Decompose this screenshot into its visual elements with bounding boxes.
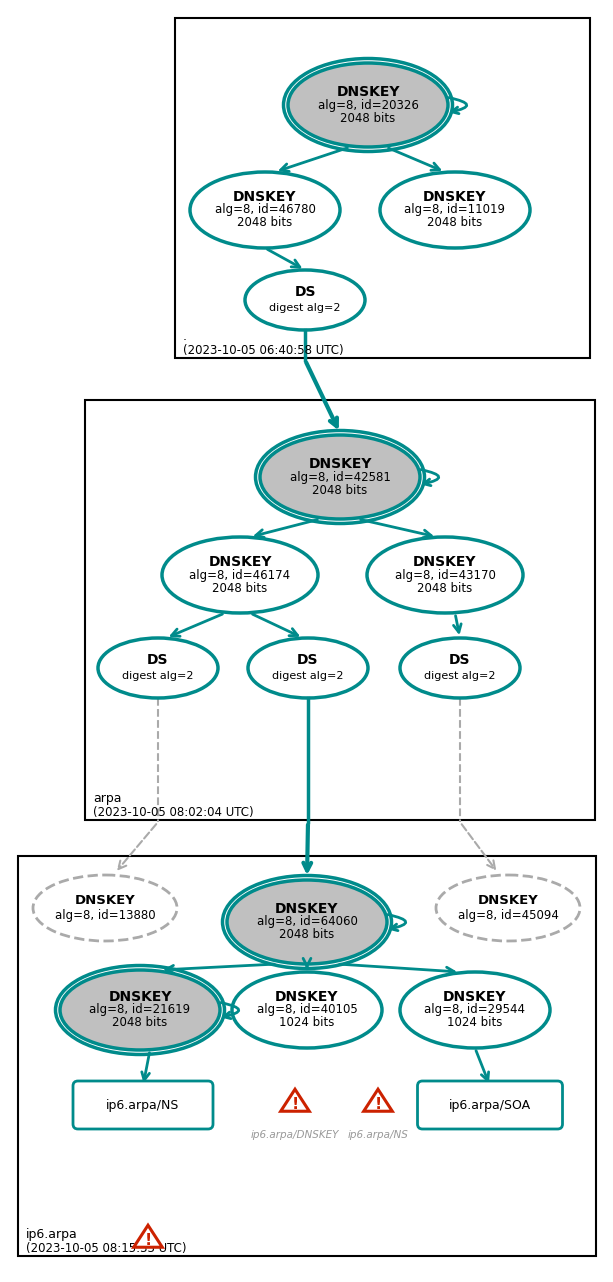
Text: !: ! — [375, 1096, 382, 1111]
FancyBboxPatch shape — [73, 1081, 213, 1129]
Text: alg=8, id=20326: alg=8, id=20326 — [318, 99, 419, 112]
Text: DNSKEY: DNSKEY — [443, 990, 507, 1004]
FancyBboxPatch shape — [417, 1081, 563, 1129]
Text: DS: DS — [294, 285, 316, 299]
Ellipse shape — [33, 876, 177, 941]
Ellipse shape — [367, 537, 523, 613]
Text: ip6.arpa: ip6.arpa — [26, 1228, 78, 1241]
Text: alg=8, id=29544: alg=8, id=29544 — [424, 1004, 525, 1017]
FancyArrowPatch shape — [421, 469, 439, 486]
Text: ip6.arpa/SOA: ip6.arpa/SOA — [449, 1099, 531, 1111]
Text: digest alg=2: digest alg=2 — [122, 670, 194, 681]
Text: DNSKEY: DNSKEY — [413, 555, 477, 569]
Text: alg=8, id=13880: alg=8, id=13880 — [55, 909, 155, 923]
FancyBboxPatch shape — [175, 18, 590, 358]
Text: alg=8, id=64060: alg=8, id=64060 — [257, 915, 357, 928]
Polygon shape — [364, 1090, 392, 1111]
Text: alg=8, id=11019: alg=8, id=11019 — [405, 204, 506, 217]
Text: DNSKEY: DNSKEY — [275, 903, 339, 917]
FancyArrowPatch shape — [387, 914, 406, 931]
Text: alg=8, id=21619: alg=8, id=21619 — [89, 1004, 191, 1017]
Text: DNSKEY: DNSKEY — [208, 555, 272, 569]
Text: digest alg=2: digest alg=2 — [424, 670, 496, 681]
Text: alg=8, id=46174: alg=8, id=46174 — [189, 568, 291, 582]
Text: DNSKEY: DNSKEY — [109, 990, 172, 1004]
Ellipse shape — [248, 638, 368, 697]
Ellipse shape — [260, 435, 420, 519]
Ellipse shape — [98, 638, 218, 697]
Text: alg=8, id=42581: alg=8, id=42581 — [289, 470, 390, 483]
Ellipse shape — [60, 970, 220, 1050]
Text: (2023-10-05 06:40:58 UTC): (2023-10-05 06:40:58 UTC) — [183, 344, 344, 356]
Text: 1024 bits: 1024 bits — [280, 1017, 335, 1029]
Text: arpa: arpa — [93, 792, 121, 805]
Text: 1024 bits: 1024 bits — [447, 1017, 503, 1029]
Ellipse shape — [232, 972, 382, 1047]
Ellipse shape — [288, 63, 448, 147]
Text: alg=8, id=40105: alg=8, id=40105 — [257, 1004, 357, 1017]
Polygon shape — [281, 1090, 310, 1111]
Text: digest alg=2: digest alg=2 — [269, 303, 341, 313]
Text: DS: DS — [297, 653, 319, 667]
Text: DNSKEY: DNSKEY — [275, 990, 339, 1004]
FancyBboxPatch shape — [85, 400, 595, 820]
Text: (2023-10-05 08:15:33 UTC): (2023-10-05 08:15:33 UTC) — [26, 1242, 186, 1255]
Ellipse shape — [400, 638, 520, 697]
Text: 2048 bits: 2048 bits — [280, 928, 335, 941]
Text: DNSKEY: DNSKEY — [423, 190, 487, 204]
Polygon shape — [134, 1226, 162, 1247]
Text: 2048 bits: 2048 bits — [237, 217, 292, 229]
Text: DS: DS — [147, 653, 169, 667]
Text: 2048 bits: 2048 bits — [112, 1017, 167, 1029]
Text: !: ! — [291, 1096, 299, 1111]
Ellipse shape — [400, 972, 550, 1047]
FancyArrowPatch shape — [221, 1003, 239, 1019]
Text: 2048 bits: 2048 bits — [417, 582, 473, 595]
Text: 2048 bits: 2048 bits — [313, 483, 368, 496]
Text: DNSKEY: DNSKEY — [337, 85, 400, 99]
Ellipse shape — [190, 172, 340, 247]
Text: DNSKEY: DNSKEY — [234, 190, 297, 204]
Ellipse shape — [245, 271, 365, 329]
Text: (2023-10-05 08:02:04 UTC): (2023-10-05 08:02:04 UTC) — [93, 806, 254, 819]
Text: 2048 bits: 2048 bits — [212, 582, 268, 595]
Text: ip6.arpa/NS: ip6.arpa/NS — [348, 1129, 408, 1140]
Text: DS: DS — [449, 653, 471, 667]
Ellipse shape — [380, 172, 530, 247]
Ellipse shape — [162, 537, 318, 613]
Text: !: ! — [145, 1233, 151, 1247]
Text: ip6.arpa/NS: ip6.arpa/NS — [106, 1099, 180, 1111]
Text: 2048 bits: 2048 bits — [340, 112, 395, 124]
Text: 2048 bits: 2048 bits — [427, 217, 482, 229]
Text: DNSKEY: DNSKEY — [478, 894, 538, 906]
Text: DNSKEY: DNSKEY — [308, 456, 371, 470]
Ellipse shape — [436, 876, 580, 941]
Text: alg=8, id=43170: alg=8, id=43170 — [395, 568, 495, 582]
Text: alg=8, id=46780: alg=8, id=46780 — [215, 204, 316, 217]
Text: .: . — [183, 329, 187, 344]
Text: alg=8, id=45094: alg=8, id=45094 — [457, 909, 558, 923]
Text: DNSKEY: DNSKEY — [75, 894, 135, 906]
FancyArrowPatch shape — [449, 97, 466, 114]
Text: digest alg=2: digest alg=2 — [272, 670, 344, 681]
Text: ip6.arpa/DNSKEY: ip6.arpa/DNSKEY — [251, 1129, 339, 1140]
FancyBboxPatch shape — [18, 856, 596, 1256]
Ellipse shape — [227, 879, 387, 964]
